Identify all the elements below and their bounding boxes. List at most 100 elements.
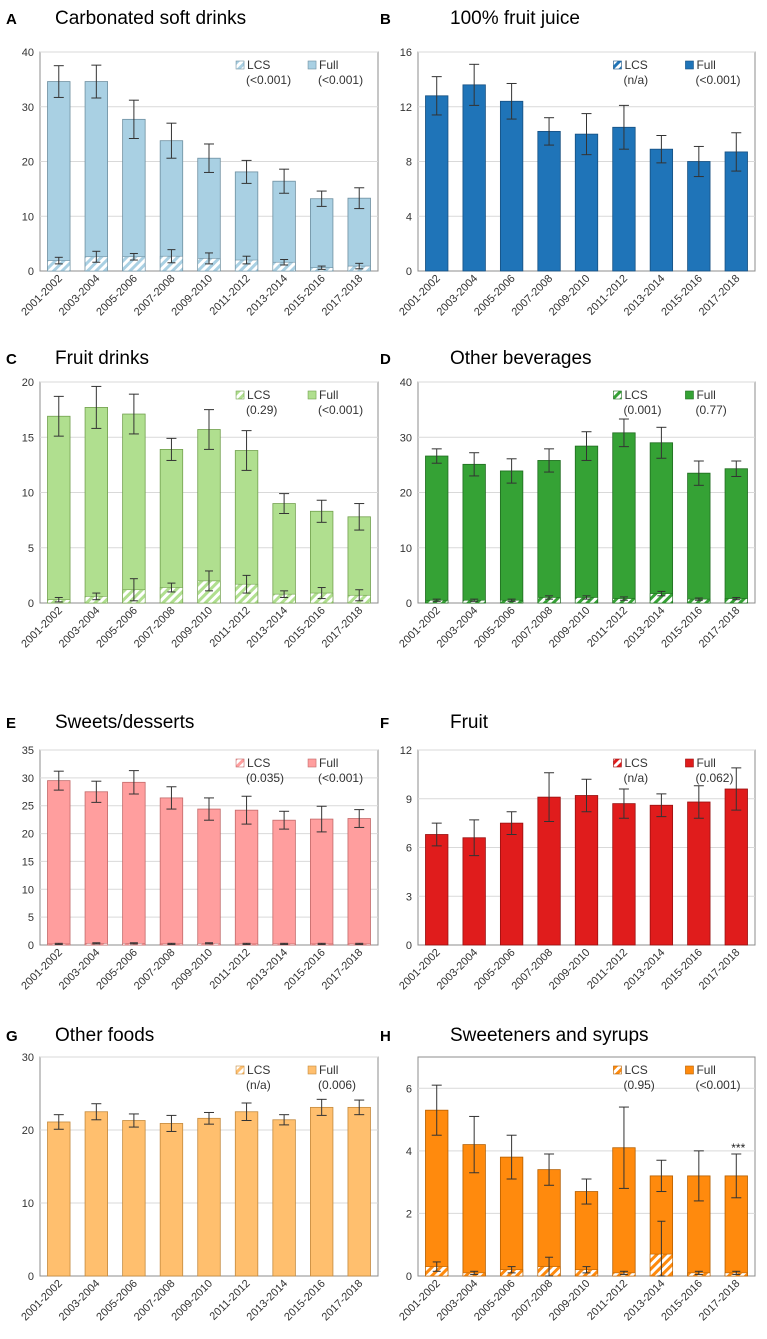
y-tick-label: 0 [28,1271,34,1283]
bar-full [309,198,334,272]
legend-label-full: Full [696,756,715,770]
panel-h: H Sweeteners and syrups02462001-20022003-… [380,1025,756,1323]
y-tick-label: 0 [28,266,34,278]
bar-full [197,1117,221,1277]
x-tick-label: 2017-2018 [697,273,743,319]
bar-full [159,1123,184,1277]
y-tick-label: 0 [406,598,412,610]
legend-p-full: (0.006) [318,1078,356,1092]
y-tick-label: 0 [28,940,34,952]
panel-letter: H [380,1028,391,1045]
y-tick-label: 4 [406,1146,412,1158]
bar-full [574,795,599,946]
panel-letter: E [6,715,16,732]
bar-full [309,818,334,946]
bar-full [612,803,636,946]
panel-title: Other beverages [450,348,592,369]
y-tick-label: 10 [22,1198,34,1210]
bar-full [687,161,711,272]
legend-swatch-lcs [235,60,245,70]
bar-full [347,1106,371,1277]
y-tick-label: 5 [28,543,34,555]
bar-full [499,100,524,272]
legend-label-full: Full [319,756,338,770]
bar-full [197,808,221,946]
legend-label-full: Full [696,388,715,402]
panel-e: E Sweets/desserts051015202530352001-20022… [6,712,379,992]
bar-full [122,781,146,946]
legend-swatch-lcs [235,758,245,768]
y-tick-label: 15 [22,432,34,444]
legend-swatch-full [307,390,317,400]
legend-label-lcs: LCS [247,1063,270,1077]
legend-swatch-lcs [613,60,622,70]
y-tick-label: 40 [22,47,34,59]
panel-letter: F [380,715,389,732]
bar-full [649,148,674,272]
y-tick-label: 20 [22,377,34,389]
panel-letter: D [380,351,391,368]
bar-full [84,1111,108,1277]
legend-p-lcs: (<0.001) [246,73,291,87]
legend-label-full: Full [696,1063,715,1077]
y-tick-label: 8 [406,157,412,169]
bar-full [425,455,449,604]
y-tick-label: 0 [406,266,412,278]
y-tick-label: 20 [22,157,34,169]
y-tick-label: 0 [28,598,34,610]
y-tick-label: 0 [406,1271,412,1283]
legend-p-full: (<0.001) [318,73,363,87]
y-tick-label: 30 [22,773,34,785]
bar-full [159,449,184,604]
y-tick-label: 35 [22,745,34,757]
y-tick-label: 10 [22,488,34,500]
x-tick-label: 2009-2010 [169,273,215,319]
panel-d: D Other beverages0102030402001-20022003-2… [380,348,756,651]
bar-full [425,834,449,946]
panel-letter: G [6,1028,18,1045]
bar-full [272,819,296,946]
bar-full [649,442,674,604]
y-tick-label: 4 [406,211,412,223]
legend-p-lcs: (0.001) [623,403,661,417]
panel-letter: A [6,11,17,28]
y-tick-label: 30 [22,102,34,114]
panel-title: Fruit [450,712,489,733]
y-tick-label: 30 [400,432,412,444]
legend-label-lcs: LCS [624,756,647,770]
legend-p-full: (0.77) [695,403,726,417]
panel-title: Sweets/desserts [55,712,194,733]
bar-full [47,81,71,272]
panel-g: G Other foods01020302001-20022003-2004200… [6,1025,379,1324]
legend-p-full: (<0.001) [695,1078,740,1092]
legend-label-full: Full [319,388,338,402]
y-tick-label: 20 [22,829,34,841]
legend-swatch-lcs [613,758,622,768]
x-tick-label: 2017-2018 [697,605,743,651]
legend-swatch-full [307,60,317,70]
legend-label-lcs: LCS [247,58,270,72]
y-tick-label: 9 [406,794,412,806]
legend-label-lcs: LCS [247,756,270,770]
bar-full [122,413,146,604]
y-tick-label: 12 [400,745,412,757]
bar-full [687,801,711,946]
legend-swatch-full [307,758,317,768]
x-tick-label: 2017-2018 [320,1278,366,1324]
y-tick-label: 6 [406,1083,412,1095]
x-tick-label: 2017-2018 [320,605,366,651]
panel-title: 100% fruit juice [450,8,580,29]
legend-p-full: (<0.001) [318,403,363,417]
legend-p-full: (0.062) [695,771,733,785]
y-tick-label: 20 [22,1125,34,1137]
panel-a: A Carbonated soft drinks0102030402001-200… [6,8,379,319]
legend-label-lcs: LCS [624,388,647,402]
bar-full [499,470,524,604]
bar-full [159,797,184,946]
bar-full [122,118,146,272]
x-tick-label: 2009-2010 [169,605,215,651]
bar-full [272,503,296,604]
panel-title: Carbonated soft drinks [55,8,246,29]
legend-p-lcs: (n/a) [246,1078,271,1092]
y-tick-label: 3 [406,891,412,903]
